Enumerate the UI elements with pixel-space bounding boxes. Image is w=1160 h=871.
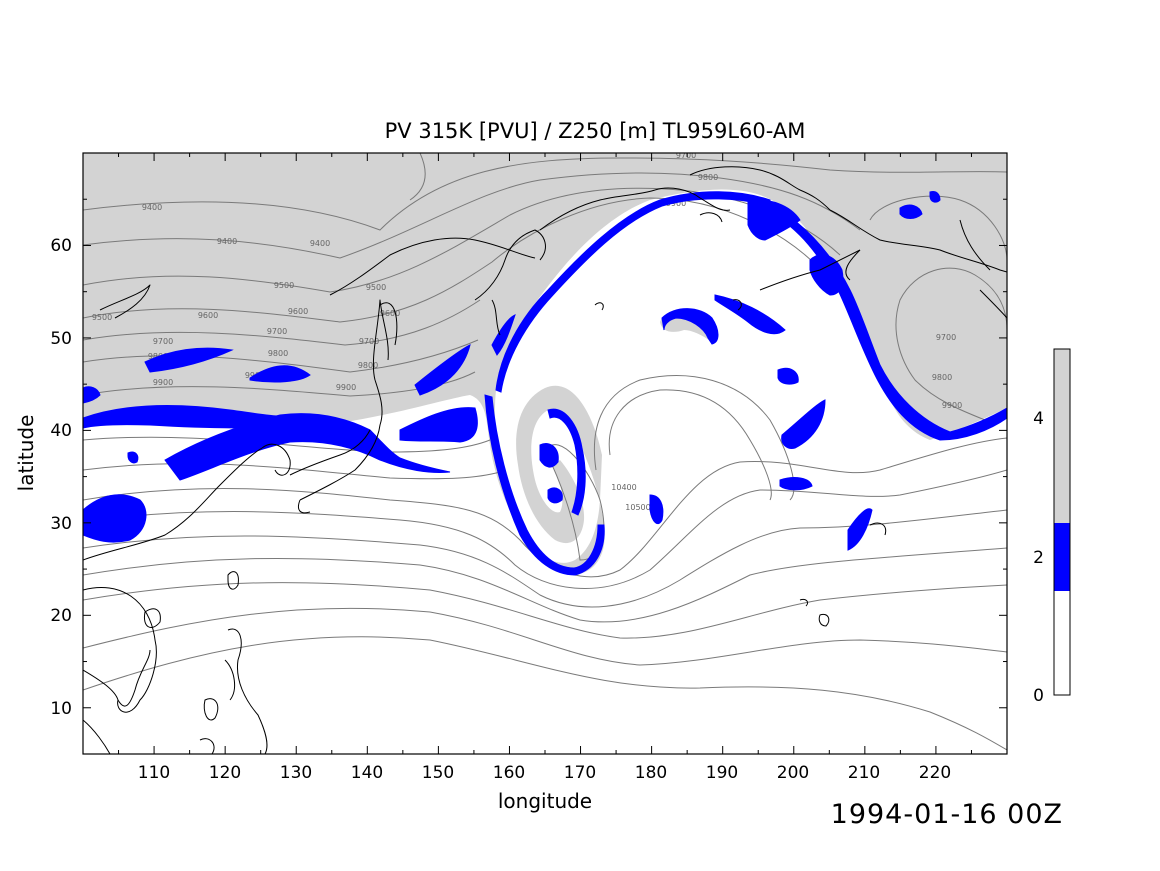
colorbar-label: 0 <box>1033 686 1044 706</box>
contour-label: 9500 <box>92 313 112 322</box>
colorbar-label: 2 <box>1033 548 1044 568</box>
contour-label: 9800 <box>932 373 952 382</box>
coastlines <box>83 166 1007 754</box>
chart-title: PV 315K [PVU] / Z250 [m] TL959L60-AM <box>385 119 806 143</box>
timestamp-label: 1994-01-16 00Z <box>831 799 1063 830</box>
x-tick-label: 120 <box>209 763 241 783</box>
contour-label: 10500 <box>625 503 650 512</box>
x-tick-label: 220 <box>919 763 951 783</box>
pv-mid-regions <box>83 191 1007 576</box>
contour-label: 9700 <box>676 151 696 160</box>
contour-label: 9400 <box>310 239 330 248</box>
colorbar-segment-high <box>1054 349 1070 524</box>
height-contours <box>83 153 1007 751</box>
x-tick-label: 140 <box>351 763 383 783</box>
y-tick-label: 30 <box>50 514 72 534</box>
colorbar-segment-low <box>1054 591 1070 695</box>
contour-label: 9700 <box>267 327 287 336</box>
contour-label: 10400 <box>611 483 636 492</box>
contour-label: 9900 <box>666 199 686 208</box>
y-axis-label: latitude <box>14 415 38 492</box>
colorbar-segment-mid <box>1054 523 1070 592</box>
x-tick-label: 190 <box>706 763 738 783</box>
x-tick-labels: 110 120 130 140 150 160 170 180 190 200 … <box>138 763 951 783</box>
contour-label: 9700 <box>153 337 173 346</box>
x-tick-label: 130 <box>280 763 312 783</box>
x-tick-label: 160 <box>493 763 525 783</box>
contour-label: 9400 <box>217 237 237 246</box>
contour-label: 9800 <box>358 361 378 370</box>
contour-label: 9500 <box>366 283 386 292</box>
x-tick-label: 110 <box>138 763 170 783</box>
contour-label: 9900 <box>942 401 962 410</box>
contour-label: 9900 <box>153 378 173 387</box>
plot-area: 9400 9400 9400 9500 9500 9500 9600 9600 … <box>83 151 1007 754</box>
axis-ticks <box>82 152 1008 755</box>
y-tick-label: 20 <box>50 606 72 626</box>
x-tick-label: 170 <box>564 763 596 783</box>
contour-label: 9800 <box>268 349 288 358</box>
contour-labels: 9400 9400 9400 9500 9500 9500 9600 9600 … <box>92 151 962 512</box>
y-tick-label: 60 <box>50 236 72 256</box>
x-tick-label: 150 <box>422 763 454 783</box>
y-tick-label: 10 <box>50 699 72 719</box>
contour-label: 9500 <box>274 281 294 290</box>
y-tick-label: 40 <box>50 421 72 441</box>
x-tick-label: 200 <box>777 763 809 783</box>
x-tick-label: 210 <box>848 763 880 783</box>
contour-label: 9800 <box>698 173 718 182</box>
y-tick-label: 50 <box>50 329 72 349</box>
contour-label: 9700 <box>359 337 379 346</box>
colorbar-frame <box>1053 348 1071 696</box>
pv-high-region <box>83 153 1007 575</box>
colorbar-label: 4 <box>1033 409 1044 429</box>
x-axis-label: longitude <box>498 789 592 813</box>
contour-label: 9600 <box>198 311 218 320</box>
contour-label: 9600 <box>288 307 308 316</box>
colorbar: 0 2 4 <box>1033 348 1071 706</box>
contour-label: 9700 <box>936 333 956 342</box>
contour-label: 9900 <box>336 383 356 392</box>
contour-label: 9600 <box>380 309 400 318</box>
contour-label: 9400 <box>142 203 162 212</box>
y-tick-labels: 10 20 30 40 50 60 <box>50 236 72 719</box>
x-tick-label: 180 <box>635 763 667 783</box>
